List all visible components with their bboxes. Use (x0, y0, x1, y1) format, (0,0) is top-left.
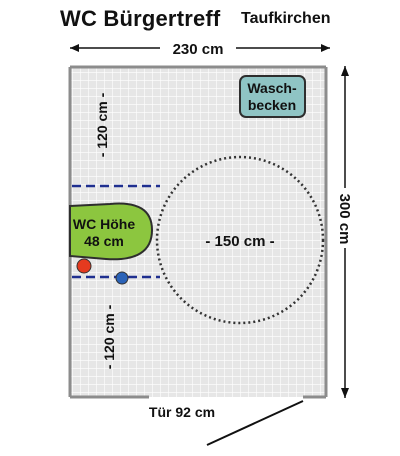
clearance-top-label: - 120 cm - (94, 92, 110, 157)
sink-label-line2: becken (248, 97, 296, 113)
door (206, 400, 304, 446)
sink-label-line1: Wasch- (247, 80, 297, 96)
page-title: WC Bürgertreff (60, 6, 221, 31)
turning-circle (155, 155, 325, 325)
turning-circle-label: - 150 cm - (205, 233, 274, 250)
door-label: Tür 92 cm (149, 404, 215, 420)
red-button-icon (76, 258, 92, 274)
width-dimension: 230 cm (70, 39, 330, 58)
height-label: 300 cm (336, 194, 353, 245)
width-label: 230 cm (173, 41, 224, 58)
height-dimension: 300 cm (336, 66, 354, 398)
wc-label-line1: WC Höhe (73, 216, 135, 232)
page-subtitle: Taufkirchen (241, 10, 331, 27)
sink: Wasch- becken (239, 75, 306, 118)
clearance-bottom-label: - 120 cm - (101, 304, 117, 369)
wc-label-line2: 48 cm (84, 233, 124, 249)
blue-button-icon (115, 271, 129, 285)
wc-toilet: WC Höhe 48 cm (69, 202, 154, 261)
